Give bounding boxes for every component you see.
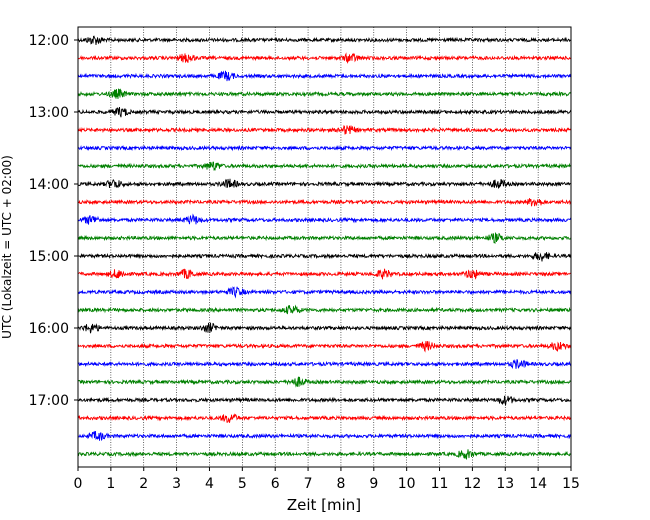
x-tick-label-2: 2: [139, 476, 148, 492]
plot-frame: [77, 26, 572, 468]
x-tick-label-15: 15: [562, 476, 580, 492]
x-tick-label-5: 5: [238, 476, 247, 492]
y-tick-label-1200: 12:00: [29, 33, 69, 49]
trace-1200: [77, 35, 572, 45]
x-axis-label: Zeit [min]: [287, 496, 361, 514]
trace-1615: [77, 340, 572, 353]
trace-1315: [77, 124, 572, 135]
trace-1730: [77, 430, 572, 442]
x-tick-label-12: 12: [463, 476, 481, 492]
trace-1415: [77, 198, 572, 207]
trace-1745: [77, 449, 572, 460]
trace-1400: [77, 178, 572, 189]
trace-1545: [77, 304, 572, 315]
axis-ticks: 0 1 2 3 4 5 6 7 8 9 10 11 12 13 14 1512:0013:0014:0015:…: [29, 33, 580, 492]
trace-1245: [77, 88, 572, 99]
trace-1430: [77, 213, 572, 225]
trace-1600: [77, 322, 572, 334]
trace-1300: [77, 106, 572, 118]
trace-1445: [77, 232, 572, 244]
y-tick-label-1500: 15:00: [29, 249, 69, 265]
x-tick-label-10: 10: [398, 476, 416, 492]
trace-1215: [77, 52, 572, 64]
x-gridlines: [110, 27, 539, 467]
y-tick-label-1300: 13:00: [29, 105, 69, 121]
x-tick-label-14: 14: [529, 476, 547, 492]
x-tick-label-6: 6: [271, 476, 280, 492]
trace-1715: [77, 413, 572, 423]
y-tick-label-1700: 17:00: [29, 393, 69, 409]
trace-1500: [77, 251, 572, 262]
x-tick-label-1: 1: [106, 476, 115, 492]
seismogram-traces: [77, 35, 572, 460]
y-tick-label-1400: 14:00: [29, 177, 69, 193]
x-tick-label-13: 13: [496, 476, 514, 492]
trace-1630: [77, 359, 572, 370]
x-tick-label-8: 8: [336, 476, 345, 492]
x-tick-label-4: 4: [205, 476, 214, 492]
x-tick-label-7: 7: [304, 476, 313, 492]
y-tick-label-1600: 16:00: [29, 321, 69, 337]
y-axis-label: UTC (Lokalzeit = UTC + 02:00): [0, 155, 14, 339]
trace-1700: [77, 395, 572, 406]
trace-1345: [77, 161, 572, 171]
trace-1645: [77, 376, 572, 388]
trace-1515: [77, 268, 572, 280]
trace-1330: [77, 144, 572, 152]
trace-1530: [77, 286, 572, 299]
x-tick-label-3: 3: [172, 476, 181, 492]
x-tick-label-9: 9: [369, 476, 378, 492]
trace-1230: [77, 70, 572, 82]
x-tick-label-11: 11: [431, 476, 449, 492]
x-tick-label-0: 0: [74, 476, 83, 492]
